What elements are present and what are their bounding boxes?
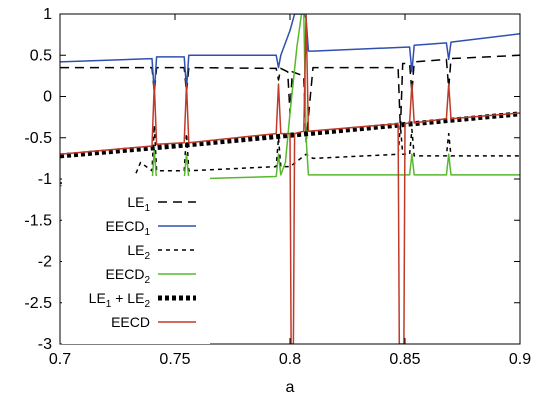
x-tick-label: 0.85 [389,351,420,368]
series-line-1 [60,14,520,94]
x-tick-label: 0.8 [279,351,301,368]
legend-label-base: LE [127,194,144,210]
y-tick-label: -1 [38,171,52,188]
series-line-2 [60,124,520,184]
series-line-0 [60,54,520,143]
y-tick-label: 0 [43,89,52,106]
y-tick-label: -2.5 [24,295,52,312]
y-tick-label: -0.5 [24,130,52,147]
legend-label-base: EECD [111,314,150,330]
legend-label-5: EECD [111,314,150,330]
legend-label-sub: 2 [144,275,150,286]
legend-label-sub: 2 [144,251,150,262]
y-tick-label: 1 [43,6,52,23]
x-axis-label: a [286,379,295,396]
legend-label-sub: 1 [144,203,150,214]
legend-label-2: LE2 [127,242,150,262]
legend-label-sub: 1 [106,299,112,310]
legend-label-4: LE1 + LE2 [89,290,151,310]
legend-label-base: EECD [106,266,145,282]
y-tick-label: 0.5 [30,47,52,64]
legend-label-rest-sub: 2 [144,299,150,310]
legend-label-1: EECD1 [106,218,151,238]
series-line-5 [60,14,520,344]
legend-label-sub: 1 [144,227,150,238]
legend-label-rest: + LE [111,290,144,306]
y-tick-label: -2 [38,254,52,271]
legend-label-0: LE1 [127,194,150,214]
legend-label-base: LE [89,290,106,306]
x-tick-label: 0.75 [159,351,190,368]
x-tick-label: 0.7 [49,351,71,368]
axes: 0.7 0.75 0.8 0.85 0.9 1 0.5 0 -0.5 -1 -1.5 -2 -2.5 -3 [24,6,531,368]
x-tick-label: 0.9 [509,351,531,368]
y-tick-label: -1.5 [24,212,52,229]
legend-label-base: EECD [106,218,145,234]
legend-label-3: EECD2 [106,266,151,286]
legend-box [62,176,210,344]
legend-label-base: LE [127,242,144,258]
y-tick-label: -3 [38,336,52,353]
